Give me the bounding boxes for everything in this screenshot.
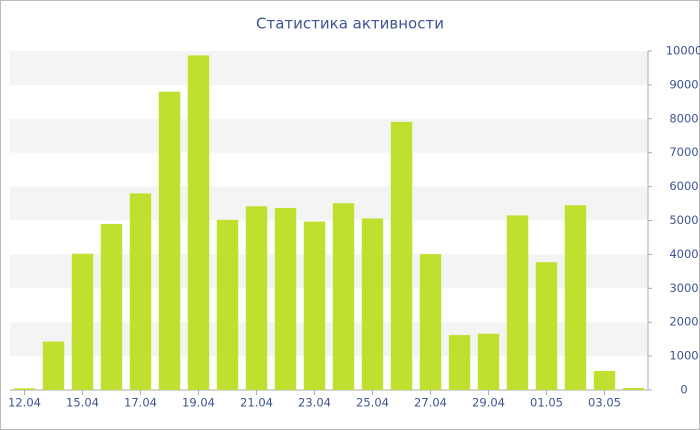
y-tick-label: 6000 bbox=[669, 179, 698, 193]
bar bbox=[419, 254, 442, 390]
y-tick-label: 9000 bbox=[669, 77, 698, 91]
bar bbox=[448, 335, 471, 390]
grid-band bbox=[10, 186, 648, 221]
bar bbox=[564, 205, 587, 390]
bar bbox=[100, 223, 123, 390]
y-tick-label: 8000 bbox=[669, 111, 698, 125]
bar bbox=[245, 206, 268, 390]
x-tick-label: 25.04 bbox=[356, 396, 389, 410]
y-tick-label: 5000 bbox=[669, 213, 698, 227]
bar bbox=[216, 219, 239, 390]
bar bbox=[361, 218, 384, 390]
bar bbox=[622, 387, 645, 390]
x-tick-label: 29.04 bbox=[472, 396, 505, 410]
bar bbox=[506, 215, 529, 390]
bar bbox=[303, 221, 326, 390]
y-tick-label: 2000 bbox=[669, 315, 698, 329]
bar bbox=[42, 341, 65, 390]
bar bbox=[332, 203, 355, 390]
bar bbox=[13, 388, 36, 390]
bar bbox=[274, 207, 297, 390]
bar bbox=[593, 371, 616, 390]
x-tick-label: 03.05 bbox=[588, 396, 621, 410]
y-tick-label: 4000 bbox=[669, 247, 698, 261]
x-tick-label: 21.04 bbox=[240, 396, 273, 410]
grid-band bbox=[10, 51, 648, 85]
bar bbox=[187, 55, 210, 390]
chart-title: Статистика активности bbox=[256, 15, 444, 33]
y-tick-label: 10000 bbox=[666, 44, 700, 58]
bar bbox=[129, 193, 152, 390]
bar bbox=[535, 262, 558, 390]
x-tick-label: 12.04 bbox=[8, 396, 41, 410]
y-tick-label: 3000 bbox=[669, 281, 698, 295]
x-tick-label: 15.04 bbox=[66, 396, 99, 410]
x-tick-label: 17.04 bbox=[124, 396, 157, 410]
bar bbox=[390, 121, 413, 390]
bar bbox=[71, 253, 94, 390]
grid-band bbox=[10, 118, 648, 153]
bar bbox=[158, 91, 181, 391]
y-tick-label: 0 bbox=[680, 383, 687, 397]
x-tick-label: 23.04 bbox=[298, 396, 331, 410]
x-tick-label: 19.04 bbox=[182, 396, 215, 410]
y-tick-label: 7000 bbox=[669, 145, 698, 159]
bar bbox=[477, 333, 500, 390]
x-tick-label: 01.05 bbox=[530, 396, 563, 410]
x-tick-label: 27.04 bbox=[414, 396, 447, 410]
y-tick-label: 1000 bbox=[669, 349, 698, 363]
